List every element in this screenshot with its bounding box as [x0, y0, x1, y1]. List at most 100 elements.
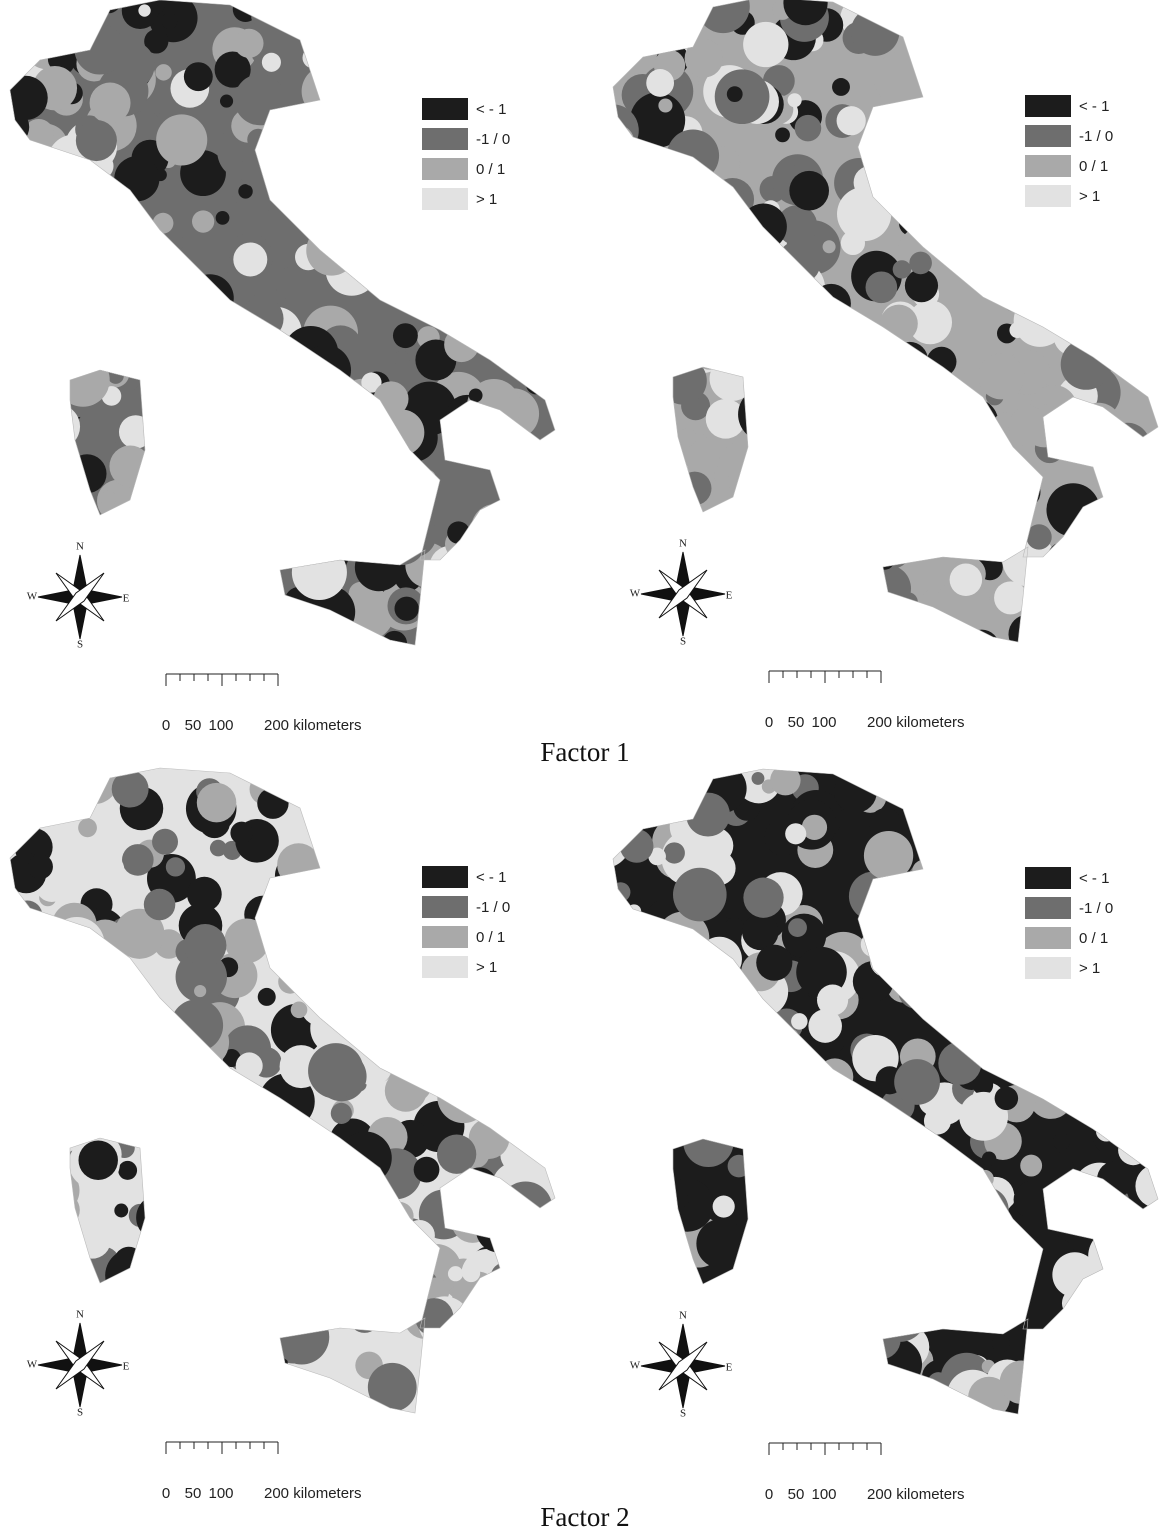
region	[172, 1359, 189, 1376]
region	[216, 211, 230, 225]
region	[160, 1167, 213, 1220]
legend-swatch	[1025, 185, 1071, 207]
region	[291, 1001, 308, 1018]
region	[395, 284, 424, 313]
region	[0, 1258, 43, 1314]
region	[894, 1059, 940, 1105]
region	[516, 947, 544, 975]
region	[869, 161, 906, 198]
region	[519, 58, 563, 102]
region	[970, 172, 1026, 228]
region	[1026, 791, 1046, 811]
region	[257, 342, 273, 358]
region	[781, 353, 794, 366]
region	[870, 1118, 898, 1146]
region	[1127, 51, 1166, 98]
region	[499, 1182, 553, 1236]
region	[203, 1363, 258, 1418]
region	[1074, 584, 1129, 639]
legend-label: -1 / 0	[1079, 128, 1113, 145]
region	[617, 427, 643, 453]
region	[422, 1008, 471, 1057]
region	[159, 339, 188, 368]
region	[479, 1288, 498, 1307]
region	[0, 541, 9, 556]
region	[739, 580, 767, 608]
region	[459, 221, 501, 263]
region	[204, 1209, 229, 1234]
region	[775, 1181, 831, 1237]
region	[968, 211, 1020, 263]
region	[234, 29, 263, 58]
region	[171, 999, 223, 1051]
region	[598, 962, 640, 1004]
region	[908, 1283, 921, 1296]
region	[292, 545, 347, 600]
region	[158, 301, 178, 321]
region	[926, 789, 952, 815]
scale-label: 100	[208, 1485, 233, 1502]
region	[743, 22, 788, 67]
region	[877, 1228, 889, 1240]
region	[1116, 255, 1160, 299]
legend-swatch	[422, 956, 468, 978]
region	[773, 1103, 803, 1133]
region	[930, 58, 956, 84]
region	[788, 93, 802, 107]
region	[819, 607, 854, 642]
region	[449, 1382, 492, 1425]
region	[1119, 822, 1154, 857]
region	[216, 1085, 269, 1138]
region	[337, 39, 392, 94]
region	[170, 306, 192, 328]
region	[1, 138, 19, 156]
region	[266, 1182, 299, 1215]
compass-letter: N	[679, 1310, 687, 1322]
region	[463, 279, 506, 322]
region	[437, 1071, 489, 1123]
region	[195, 1347, 244, 1396]
region	[753, 337, 789, 373]
region	[916, 446, 947, 477]
region	[22, 1073, 37, 1088]
region	[534, 996, 547, 1009]
region	[225, 1261, 262, 1298]
region	[1023, 260, 1054, 291]
region	[845, 1120, 881, 1156]
legend-label: < - 1	[476, 101, 506, 118]
region	[823, 240, 836, 253]
region	[1036, 776, 1079, 819]
region	[729, 1327, 754, 1352]
region	[803, 1238, 846, 1281]
region	[383, 217, 416, 250]
region	[3, 236, 18, 251]
region	[513, 559, 552, 598]
region	[429, 1357, 451, 1379]
region	[873, 461, 907, 495]
region	[1096, 1377, 1144, 1425]
region	[584, 896, 624, 936]
region	[1116, 138, 1139, 161]
region	[188, 540, 223, 575]
region	[617, 363, 656, 402]
region	[875, 0, 896, 19]
region	[174, 377, 222, 425]
region	[527, 369, 541, 383]
region	[484, 1202, 500, 1218]
region	[686, 793, 730, 837]
region	[1001, 70, 1020, 89]
region	[510, 1070, 537, 1097]
region	[363, 0, 389, 14]
region	[779, 549, 825, 595]
region	[345, 526, 373, 554]
region	[1110, 1020, 1144, 1054]
region	[602, 373, 650, 421]
region	[130, 384, 162, 416]
region	[79, 603, 132, 656]
region	[526, 374, 546, 394]
region	[236, 1052, 263, 1079]
region	[278, 970, 302, 994]
region	[956, 225, 971, 240]
region	[512, 486, 538, 512]
map-panel: < - 1-1 / 00 / 1> 1NSWE050100200 kilomet…	[578, 750, 1166, 1503]
